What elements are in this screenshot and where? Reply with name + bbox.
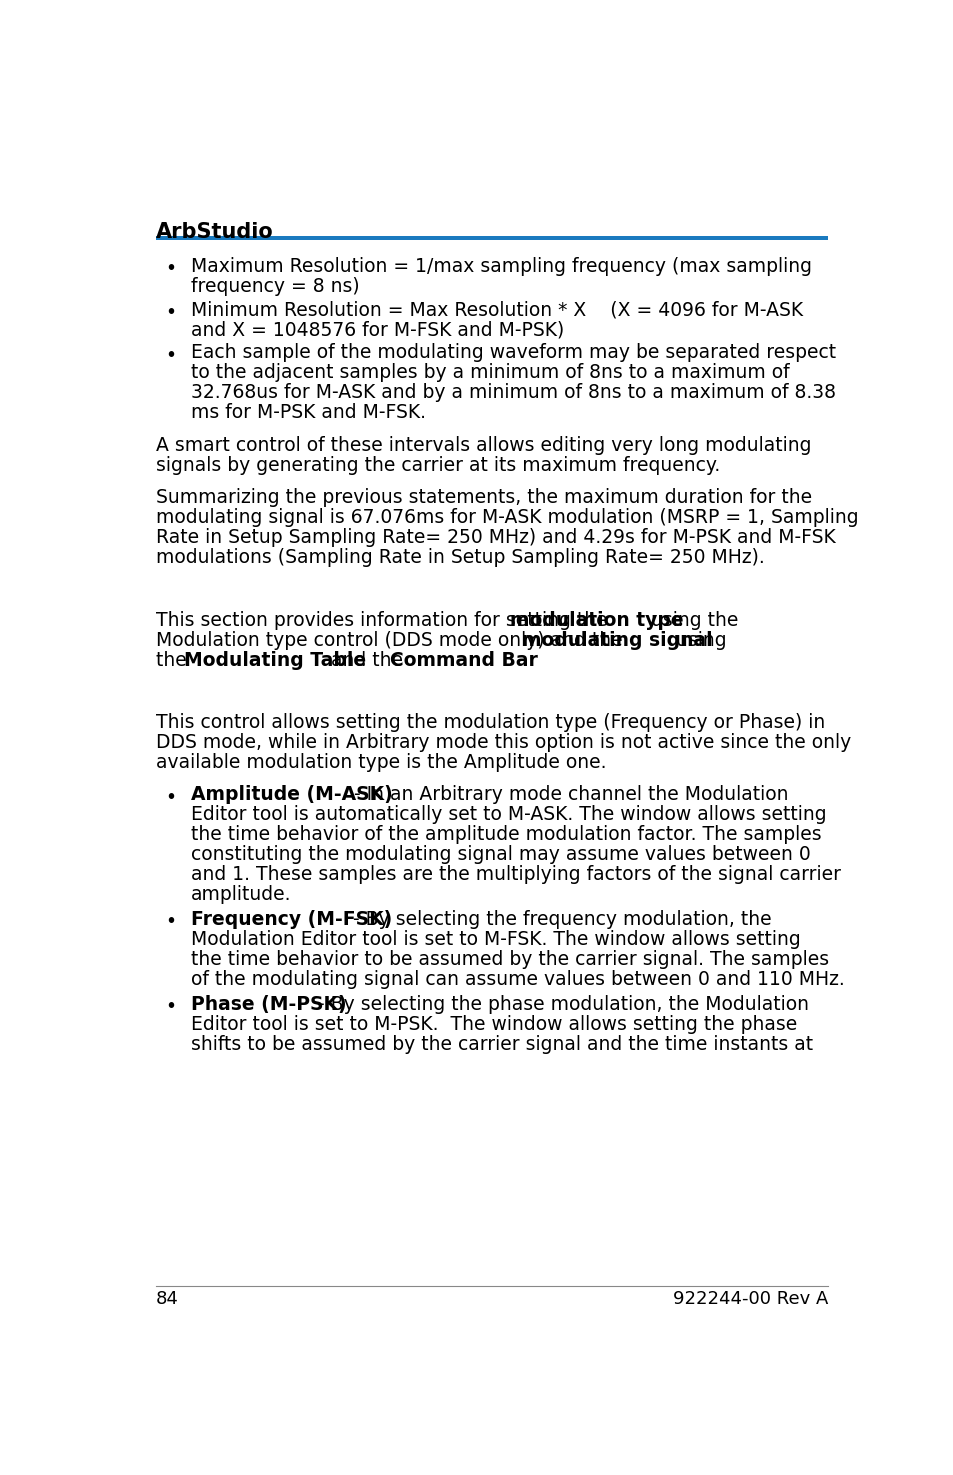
Bar <box>155 236 827 240</box>
Text: Minimum Resolution = Max Resolution * X    (X = 4096 for M-ASK: Minimum Resolution = Max Resolution * X … <box>192 301 802 319</box>
Text: Modulating Table: Modulating Table <box>184 650 366 670</box>
Text: and X = 1048576 for M-FSK and M-PSK): and X = 1048576 for M-FSK and M-PSK) <box>192 320 564 339</box>
Text: ArbStudio: ArbStudio <box>155 221 274 242</box>
Text: Modulation type control (DDS mode only) and the: Modulation type control (DDS mode only) … <box>155 630 628 649</box>
Text: Command Bar: Command Bar <box>390 650 537 670</box>
Text: Summarizing the previous statements, the maximum duration for the: Summarizing the previous statements, the… <box>155 488 811 507</box>
Text: •: • <box>166 345 176 364</box>
Text: of the modulating signal can assume values between 0 and 110 MHz.: of the modulating signal can assume valu… <box>192 971 844 990</box>
Text: Rate in Setup Sampling Rate= 250 MHz) and 4.29s for M-PSK and M-FSK: Rate in Setup Sampling Rate= 250 MHz) an… <box>155 528 835 547</box>
Text: modulation type: modulation type <box>510 611 683 630</box>
Text: signals by generating the carrier at its maximum frequency.: signals by generating the carrier at its… <box>155 456 720 475</box>
Text: modulating signal: modulating signal <box>521 630 712 649</box>
Text: to the adjacent samples by a minimum of 8ns to a maximum of: to the adjacent samples by a minimum of … <box>192 363 789 382</box>
Text: .: . <box>504 650 511 670</box>
Text: the time behavior to be assumed by the carrier signal. The samples: the time behavior to be assumed by the c… <box>192 950 828 969</box>
Text: 32.768us for M-ASK and by a minimum of 8ns to a maximum of 8.38: 32.768us for M-ASK and by a minimum of 8… <box>192 384 836 403</box>
Text: •: • <box>166 913 176 931</box>
Text: A smart control of these intervals allows editing very long modulating: A smart control of these intervals allow… <box>155 435 810 454</box>
Text: - By selecting the phase modulation, the Modulation: - By selecting the phase modulation, the… <box>312 994 808 1013</box>
Text: 922244-00 Rev A: 922244-00 Rev A <box>672 1291 827 1308</box>
Text: frequency = 8 ns): frequency = 8 ns) <box>192 277 359 296</box>
Text: amplitude.: amplitude. <box>192 885 292 904</box>
Text: •: • <box>166 788 176 807</box>
Text: •: • <box>166 260 176 279</box>
Text: Editor tool is set to M-PSK.  The window allows setting the phase: Editor tool is set to M-PSK. The window … <box>192 1015 797 1034</box>
Text: Phase (M-PSK): Phase (M-PSK) <box>192 994 347 1013</box>
Text: 84: 84 <box>155 1291 178 1308</box>
Text: available modulation type is the Amplitude one.: available modulation type is the Amplitu… <box>155 752 605 771</box>
Text: and the: and the <box>325 650 409 670</box>
Text: Maximum Resolution = 1/max sampling frequency (max sampling: Maximum Resolution = 1/max sampling freq… <box>192 257 811 276</box>
Text: This control allows setting the modulation type (Frequency or Phase) in: This control allows setting the modulati… <box>155 712 824 732</box>
Text: This section provides information for setting the: This section provides information for se… <box>155 611 613 630</box>
Text: Amplitude (M-ASK): Amplitude (M-ASK) <box>192 785 393 804</box>
Text: - In an Arbitrary mode channel the Modulation: - In an Arbitrary mode channel the Modul… <box>347 785 787 804</box>
Text: •: • <box>166 997 176 1016</box>
Text: shifts to be assumed by the carrier signal and the time instants at: shifts to be assumed by the carrier sign… <box>192 1035 813 1053</box>
Text: constituting the modulating signal may assume values between 0: constituting the modulating signal may a… <box>192 845 810 864</box>
Text: modulating signal is 67.076ms for M-ASK modulation (MSRP = 1, Sampling: modulating signal is 67.076ms for M-ASK … <box>155 507 858 527</box>
Text: DDS mode, while in Arbitrary mode this option is not active since the only: DDS mode, while in Arbitrary mode this o… <box>155 733 850 752</box>
Text: - By selecting the frequency modulation, the: - By selecting the frequency modulation,… <box>347 910 771 929</box>
Text: Frequency (M-FSK): Frequency (M-FSK) <box>192 910 393 929</box>
Text: Modulation Editor tool is set to M-FSK. The window allows setting: Modulation Editor tool is set to M-FSK. … <box>192 931 801 948</box>
Text: Editor tool is automatically set to M-ASK. The window allows setting: Editor tool is automatically set to M-AS… <box>192 805 826 825</box>
Text: Each sample of the modulating waveform may be separated respect: Each sample of the modulating waveform m… <box>192 344 836 363</box>
Text: •: • <box>166 302 176 322</box>
Text: the: the <box>155 650 193 670</box>
Text: modulations (Sampling Rate in Setup Sampling Rate= 250 MHz).: modulations (Sampling Rate in Setup Samp… <box>155 549 763 568</box>
Text: and 1. These samples are the multiplying factors of the signal carrier: and 1. These samples are the multiplying… <box>192 866 841 885</box>
Text: ms for M-PSK and M-FSK.: ms for M-PSK and M-FSK. <box>192 403 426 422</box>
Text: the time behavior of the amplitude modulation factor. The samples: the time behavior of the amplitude modul… <box>192 826 821 844</box>
Text: using the: using the <box>644 611 738 630</box>
Text: using: using <box>669 630 725 649</box>
